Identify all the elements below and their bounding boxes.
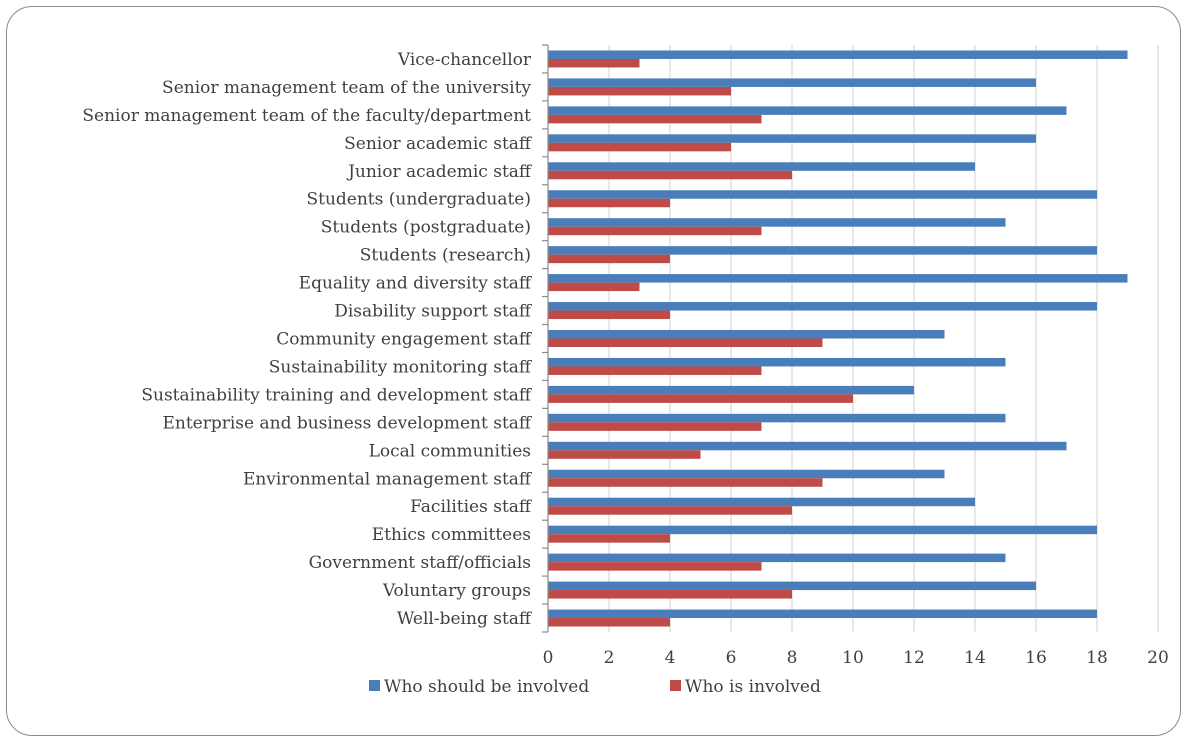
bar-is-involved — [548, 338, 823, 347]
x-tick-label: 8 — [787, 648, 798, 668]
bar-is-involved — [548, 590, 792, 599]
legend-label: Who is involved — [685, 677, 821, 697]
bar-should-be-involved — [548, 218, 1006, 227]
bar-should-be-involved — [548, 78, 1036, 87]
category-label: Students (postgraduate) — [321, 218, 531, 238]
x-tick-label: 16 — [1025, 648, 1047, 668]
bar-is-involved — [548, 534, 670, 543]
bars — [548, 50, 1128, 627]
x-tick-label: 20 — [1147, 648, 1169, 668]
x-tick-label: 6 — [726, 648, 737, 668]
bar-should-be-involved — [548, 246, 1097, 255]
x-tick-label: 2 — [604, 648, 615, 668]
category-label: Local communities — [369, 441, 531, 461]
bar-should-be-involved — [548, 609, 1097, 619]
legend-swatch — [369, 680, 380, 691]
category-label: Sustainability monitoring staff — [269, 357, 533, 377]
category-label: Students (undergraduate) — [306, 190, 531, 210]
bar-should-be-involved — [548, 525, 1097, 535]
axes — [542, 44, 549, 633]
bar-should-be-involved — [548, 385, 914, 395]
category-label: Enterprise and business development staf… — [162, 413, 532, 433]
bar-is-involved — [548, 58, 640, 68]
category-label: Senior management team of the faculty/de… — [82, 106, 531, 126]
category-label: Senior management team of the university — [162, 78, 531, 98]
legend-label: Who should be involved — [384, 677, 589, 697]
bar-should-be-involved — [548, 134, 1036, 143]
x-tick-label: 4 — [665, 648, 676, 668]
category-label: Environmental management staff — [243, 469, 533, 489]
bar-is-involved — [548, 86, 731, 96]
bar-is-involved — [548, 310, 670, 320]
bar-should-be-involved — [548, 302, 1097, 311]
bar-is-involved — [548, 170, 792, 180]
category-labels: Vice-chancellor Senior management team of… — [82, 50, 533, 629]
bar-is-involved — [548, 506, 792, 515]
bar-should-be-involved — [548, 553, 1006, 563]
bar-is-involved — [548, 226, 762, 236]
category-label: Junior academic staff — [346, 162, 533, 182]
x-tick-label: 18 — [1086, 648, 1108, 668]
category-label: Community engagement staff — [276, 330, 533, 350]
bar-is-involved — [548, 394, 853, 403]
bar-is-involved — [548, 618, 670, 627]
bar-should-be-involved — [548, 330, 945, 339]
bar-should-be-involved — [548, 469, 945, 479]
bar-should-be-involved — [548, 497, 975, 507]
bar-should-be-involved — [548, 441, 1067, 451]
bar-is-involved — [548, 282, 640, 292]
bar-is-involved — [548, 142, 731, 152]
x-tick-label: 14 — [964, 648, 986, 668]
bar-should-be-involved — [548, 190, 1097, 199]
bar-should-be-involved — [548, 162, 975, 171]
x-tick-label: 12 — [903, 648, 925, 668]
category-label: Sustainability training and development … — [141, 385, 533, 405]
category-label: Voluntary groups — [382, 581, 531, 601]
bar-is-involved — [548, 478, 823, 487]
x-tick-label: 10 — [842, 648, 864, 668]
bar-is-involved — [548, 254, 670, 264]
bar-is-involved — [548, 198, 670, 208]
category-label: Government staff/officials — [309, 553, 531, 573]
bar-should-be-involved — [548, 106, 1067, 115]
bar-should-be-involved — [548, 274, 1128, 283]
category-label: Students (research) — [360, 246, 531, 266]
category-label: Ethics committees — [372, 525, 531, 545]
category-label: Vice-chancellor — [397, 50, 532, 70]
bar-should-be-involved — [548, 50, 1128, 59]
bar-is-involved — [548, 422, 762, 431]
bar-is-involved — [548, 114, 762, 124]
x-tick-label: 0 — [543, 648, 554, 668]
category-label: Equality and diversity staff — [299, 274, 533, 294]
bar-is-involved — [548, 450, 701, 459]
category-label: Well-being staff — [397, 609, 533, 629]
legend-swatch — [670, 680, 681, 691]
x-tick-labels: 0 2 4 6 8 10 12 14 16 18 20 — [543, 648, 1169, 668]
bar-is-involved — [548, 562, 762, 571]
bar-should-be-involved — [548, 413, 1006, 423]
bar-should-be-involved — [548, 357, 1006, 367]
category-label: Facilities staff — [410, 497, 533, 517]
bar-should-be-involved — [548, 581, 1036, 591]
category-label: Senior academic staff — [344, 134, 533, 154]
bar-is-involved — [548, 366, 762, 375]
category-label: Disability support staff — [334, 302, 533, 322]
legend: Who should be involved Who is involved — [369, 677, 821, 697]
